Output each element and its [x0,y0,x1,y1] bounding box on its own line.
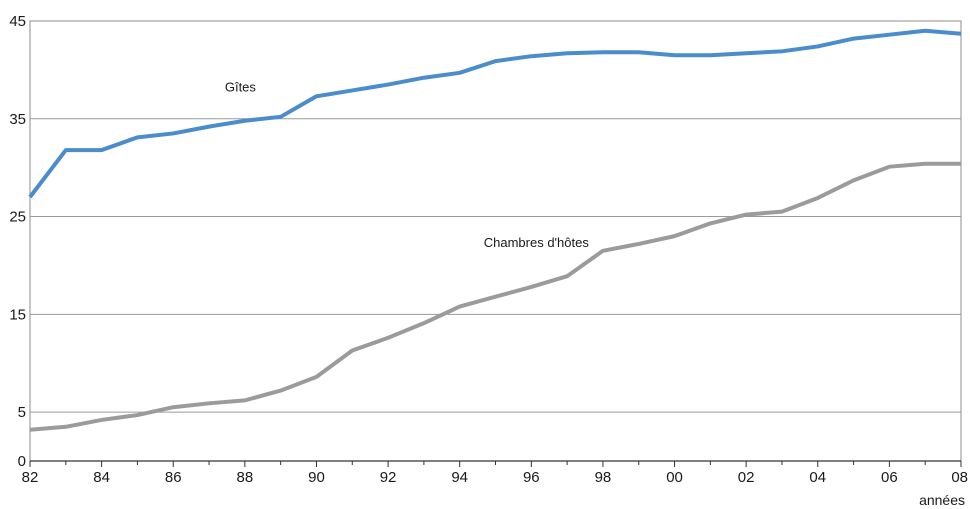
x-tick-label: 84 [93,469,110,486]
series-labels: Gîtes Chambres d'hôtes [225,79,590,249]
x-tick-label: 86 [165,469,182,486]
x-tick-label: 00 [666,469,683,486]
x-tick-label: 04 [809,469,826,486]
series-lines [28,28,962,432]
x-tick-label: 92 [380,469,397,486]
x-tick-label: 98 [595,469,612,486]
gridlines [30,20,961,413]
y-tick-label: 45 [9,13,26,30]
x-tick-label: 02 [738,469,755,486]
series-line-chambres-dhotes [29,161,961,432]
tick-labels: 0 5 15 25 35 45 82 84 86 88 90 92 94 96 98 00 02 04 06 08 [9,13,968,486]
x-tick-label: 06 [881,469,898,486]
series-label-gites: Gîtes [225,79,257,94]
x-tick-label: 96 [523,469,540,486]
y-tick-label: 15 [9,306,26,323]
y-tick-label: 5 [18,404,26,421]
series-line-gites [28,28,962,199]
y-tick-label: 25 [9,209,26,226]
axes [29,20,962,467]
y-tick-label: 35 [9,111,26,128]
x-tick-label: 08 [951,469,968,486]
y-tick-label: 0 [18,453,26,470]
x-tick-label: 88 [237,469,254,486]
series-label-chambres-dhotes: Chambres d'hôtes [484,235,590,250]
x-tick-label: 94 [451,469,468,486]
x-tick-label: 90 [308,469,325,486]
x-axis-unit-label: années [919,492,965,508]
x-tick-label: 82 [22,469,39,486]
